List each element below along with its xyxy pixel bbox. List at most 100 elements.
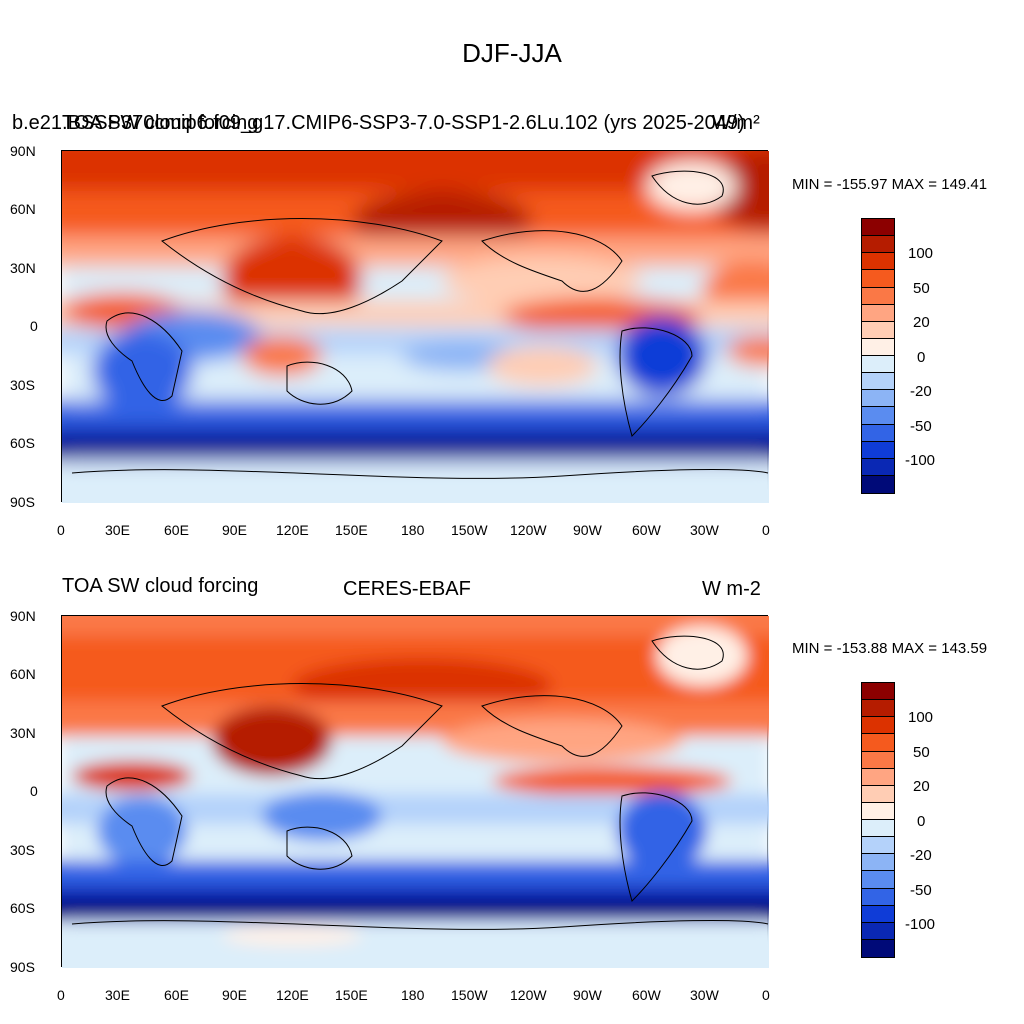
- p1-lon-label: 30E: [105, 522, 130, 538]
- colorbar-swatch: [862, 751, 894, 769]
- panel1-units: W/m²: [712, 112, 760, 134]
- p2-lon-label: 90W: [573, 987, 602, 1003]
- colorbar-swatch: [862, 734, 894, 752]
- p1-lon-label: 0: [57, 522, 65, 538]
- p2-lat-label: 90N: [10, 608, 36, 624]
- colorbar-swatch: [862, 785, 894, 803]
- colorbar-swatch: [862, 837, 894, 855]
- panel2-colorbar: [861, 682, 895, 958]
- colorbar-swatch: [862, 458, 894, 476]
- p2-lat-label: 90S: [10, 959, 35, 975]
- panel2-coastlines: [71, 635, 769, 930]
- p1-cbar-label: -100: [905, 452, 936, 469]
- colorbar-swatch: [862, 871, 894, 889]
- colorbar-swatch: [862, 304, 894, 322]
- panel2-map: [61, 615, 769, 968]
- colorbar-swatch: [862, 270, 894, 288]
- p2-lon-label: 60E: [164, 987, 189, 1003]
- panel2-center-title: CERES-EBAF: [343, 578, 471, 600]
- p1-lat-label: 60S: [10, 435, 35, 451]
- p2-lon-label: 0: [762, 987, 770, 1003]
- colorbar-swatch: [862, 441, 894, 459]
- panel1-left-title: TOA SW cloud forcing: [62, 112, 259, 134]
- colorbar-swatch: [862, 219, 894, 237]
- colorbar-swatch: [862, 338, 894, 356]
- p2-cbar-label: 0: [917, 813, 926, 830]
- p2-lat-label: 60S: [10, 900, 35, 916]
- p1-cbar-label: 20: [913, 314, 930, 331]
- colorbar-swatch: [862, 407, 894, 425]
- p1-cbar-label: -20: [910, 383, 932, 400]
- p1-lon-label: 90E: [222, 522, 247, 538]
- panel1-colorbar: [861, 218, 895, 494]
- p1-lon-label: 120E: [276, 522, 309, 538]
- panel1-coastlines: [71, 170, 769, 479]
- panel2-units: W m-2: [702, 578, 761, 600]
- p1-lon-label: 120W: [510, 522, 547, 538]
- p2-lon-label: 60W: [632, 987, 661, 1003]
- panel2-field: [62, 616, 769, 968]
- colorbar-swatch: [862, 321, 894, 339]
- p2-lat-label: 0: [30, 783, 38, 799]
- p2-lon-label: 150E: [335, 987, 368, 1003]
- panel1-minmax: MIN = -155.97 MAX = 149.41: [792, 176, 988, 193]
- colorbar-swatch: [862, 390, 894, 408]
- colorbar-swatch: [862, 424, 894, 442]
- p1-lat-label: 90S: [10, 494, 35, 510]
- colorbar-swatch: [862, 287, 894, 305]
- p1-lon-label: 180: [401, 522, 425, 538]
- p1-cbar-label: 50: [913, 280, 930, 297]
- p1-cbar-label: 100: [908, 245, 934, 262]
- p1-lon-label: 90W: [573, 522, 602, 538]
- p1-lon-label: 150E: [335, 522, 368, 538]
- p2-lat-label: 30N: [10, 725, 36, 741]
- p2-lat-label: 60N: [10, 666, 36, 682]
- colorbar-swatch: [862, 373, 894, 391]
- panel1-map: [61, 150, 769, 503]
- p2-lon-label: 150W: [451, 987, 488, 1003]
- p1-lat-label: 90N: [10, 143, 36, 159]
- colorbar-swatch: [862, 356, 894, 374]
- colorbar-swatch: [862, 236, 894, 254]
- p2-lat-label: 30S: [10, 842, 35, 858]
- p2-cbar-label: -20: [910, 847, 932, 864]
- p2-cbar-label: -100: [905, 916, 936, 933]
- p2-cbar-label: 100: [908, 709, 934, 726]
- p2-lon-label: 120E: [276, 987, 309, 1003]
- p1-lon-label: 60E: [164, 522, 189, 538]
- panel1-map-svg: [62, 151, 769, 503]
- p1-lat-label: 30N: [10, 260, 36, 276]
- p2-lon-label: 30W: [690, 987, 719, 1003]
- colorbar-swatch: [862, 888, 894, 906]
- panel2-map-svg: [62, 616, 769, 968]
- colorbar-swatch: [862, 700, 894, 718]
- p2-lon-label: 90E: [222, 987, 247, 1003]
- p1-lat-label: 30S: [10, 377, 35, 393]
- colorbar-swatch: [862, 905, 894, 923]
- panel2-left-title: TOA SW cloud forcing: [62, 575, 259, 597]
- panel2-minmax: MIN = -153.88 MAX = 143.59: [792, 640, 988, 657]
- colorbar-swatch: [862, 683, 894, 701]
- colorbar-swatch: [862, 802, 894, 820]
- p1-cbar-label: 0: [917, 349, 926, 366]
- p1-lat-label: 0: [30, 318, 38, 334]
- p1-lon-label: 30W: [690, 522, 719, 538]
- colorbar-swatch: [862, 253, 894, 271]
- figure-title: DJF-JJA: [462, 38, 562, 68]
- p1-cbar-label: -50: [910, 418, 932, 435]
- p1-lon-label: 0: [762, 522, 770, 538]
- p1-lon-label: 150W: [451, 522, 488, 538]
- colorbar-swatch: [862, 475, 894, 493]
- colorbar-swatch: [862, 939, 894, 957]
- colorbar-swatch: [862, 717, 894, 735]
- panel1-case-title: b.e21.BSSP370cmip6.f09_g17.CMIP6-SSP3-7.…: [12, 112, 745, 134]
- p2-lon-label: 120W: [510, 987, 547, 1003]
- panel1-field: [62, 151, 769, 503]
- colorbar-swatch: [862, 820, 894, 838]
- colorbar-swatch: [862, 768, 894, 786]
- p2-cbar-label: 50: [913, 744, 930, 761]
- p2-cbar-label: 20: [913, 778, 930, 795]
- p2-lon-label: 0: [57, 987, 65, 1003]
- p2-cbar-label: -50: [910, 882, 932, 899]
- colorbar-swatch: [862, 854, 894, 872]
